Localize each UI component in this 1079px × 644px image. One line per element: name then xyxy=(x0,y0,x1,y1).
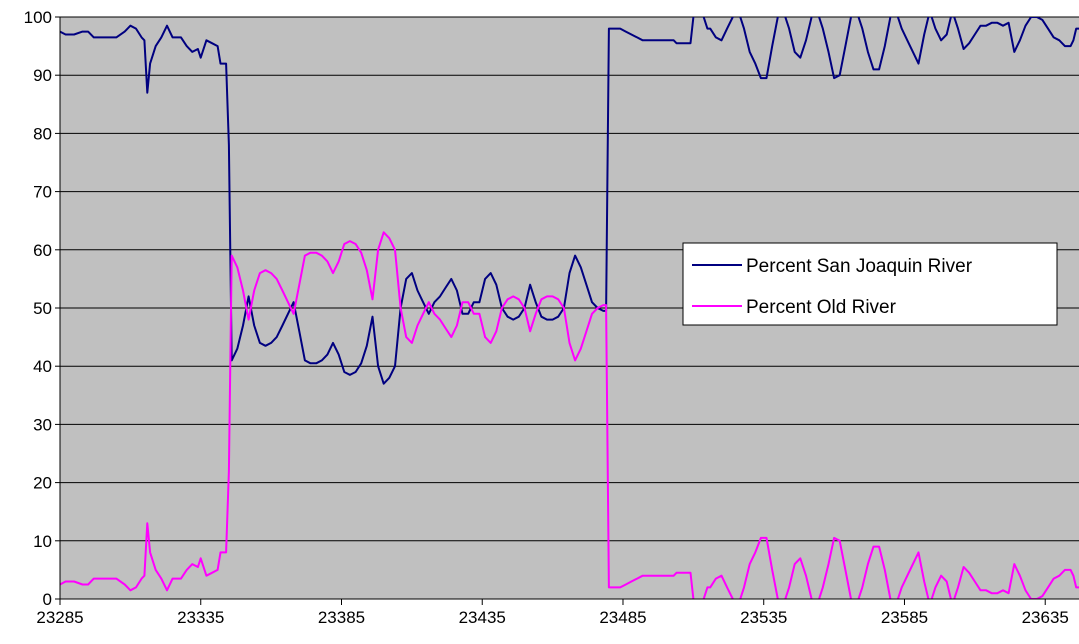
legend: Percent San Joaquin River Percent Old Ri… xyxy=(682,242,1058,326)
x-tick-label: 23535 xyxy=(740,608,787,627)
x-tick-label: 23635 xyxy=(1022,608,1069,627)
x-axis-ticks: 23285 23335 23385 23435 23485 23535 23585 23635 xyxy=(36,599,1069,627)
y-tick-label: 80 xyxy=(33,124,52,143)
x-tick-label: 23485 xyxy=(599,608,646,627)
series-lines xyxy=(60,17,1079,599)
y-tick-label: 70 xyxy=(33,183,52,202)
x-tick-label: 23385 xyxy=(318,608,365,627)
x-tick-label: 23285 xyxy=(36,608,83,627)
legend-box xyxy=(682,242,1058,326)
x-tick-label: 23335 xyxy=(177,608,224,627)
y-tick-label: 40 xyxy=(33,357,52,376)
y-tick-label: 0 xyxy=(43,590,52,609)
legend-label-san-joaquin: Percent San Joaquin River xyxy=(746,256,973,277)
y-tick-label: 10 xyxy=(33,532,52,551)
legend-label-old-river: Percent Old River xyxy=(746,297,897,318)
y-tick-label: 90 xyxy=(33,66,52,85)
series-line-0 xyxy=(60,17,1079,385)
y-tick-label: 100 xyxy=(24,8,52,27)
y-tick-label: 50 xyxy=(33,299,52,318)
y-tick-label: 20 xyxy=(33,474,52,493)
x-tick-label: 23435 xyxy=(459,608,506,627)
x-tick-label: 23585 xyxy=(881,608,928,627)
series-line-1 xyxy=(60,231,1079,599)
y-tick-label: 60 xyxy=(33,241,52,260)
y-axis-ticks: 0 10 20 30 40 50 60 70 80 90 100 xyxy=(24,8,60,609)
y-tick-label: 30 xyxy=(33,415,52,434)
